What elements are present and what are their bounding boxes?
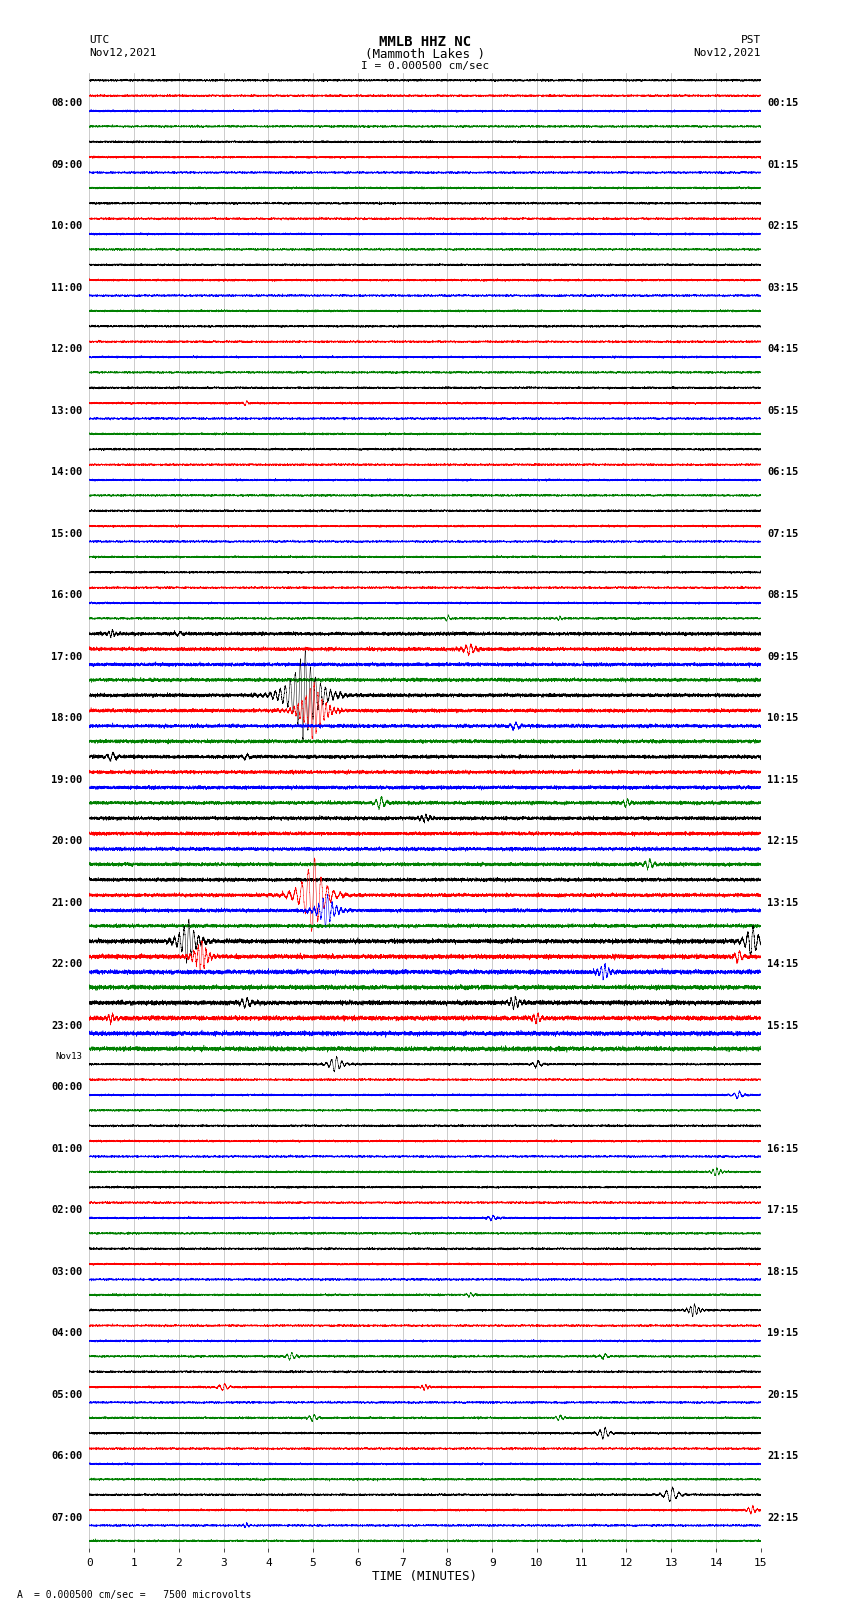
Text: 15:15: 15:15 bbox=[768, 1021, 799, 1031]
Text: 05:15: 05:15 bbox=[768, 406, 799, 416]
Text: 10:00: 10:00 bbox=[51, 221, 82, 231]
Text: 01:00: 01:00 bbox=[51, 1144, 82, 1153]
Text: 19:00: 19:00 bbox=[51, 774, 82, 786]
Text: 14:15: 14:15 bbox=[768, 960, 799, 969]
Text: 00:15: 00:15 bbox=[768, 98, 799, 108]
Text: 20:15: 20:15 bbox=[768, 1390, 799, 1400]
Text: 07:00: 07:00 bbox=[51, 1513, 82, 1523]
Text: 10:15: 10:15 bbox=[768, 713, 799, 723]
Text: Nov12,2021: Nov12,2021 bbox=[694, 48, 761, 58]
Text: 22:00: 22:00 bbox=[51, 960, 82, 969]
Text: Nov13: Nov13 bbox=[55, 1052, 82, 1061]
Text: 14:00: 14:00 bbox=[51, 468, 82, 477]
Text: = 0.000500 cm/sec =   7500 microvolts: = 0.000500 cm/sec = 7500 microvolts bbox=[34, 1590, 252, 1600]
Text: 13:15: 13:15 bbox=[768, 898, 799, 908]
Text: 09:00: 09:00 bbox=[51, 160, 82, 169]
Text: 05:00: 05:00 bbox=[51, 1390, 82, 1400]
Text: 16:15: 16:15 bbox=[768, 1144, 799, 1153]
Text: 02:15: 02:15 bbox=[768, 221, 799, 231]
Text: 21:15: 21:15 bbox=[768, 1452, 799, 1461]
Text: 06:00: 06:00 bbox=[51, 1452, 82, 1461]
Text: I = 0.000500 cm/sec: I = 0.000500 cm/sec bbox=[361, 61, 489, 71]
Text: 02:00: 02:00 bbox=[51, 1205, 82, 1215]
Text: 04:00: 04:00 bbox=[51, 1327, 82, 1339]
Text: 17:15: 17:15 bbox=[768, 1205, 799, 1215]
Text: 13:00: 13:00 bbox=[51, 406, 82, 416]
Text: 18:00: 18:00 bbox=[51, 713, 82, 723]
Text: 04:15: 04:15 bbox=[768, 344, 799, 355]
Text: 08:15: 08:15 bbox=[768, 590, 799, 600]
Text: 15:00: 15:00 bbox=[51, 529, 82, 539]
Text: 09:15: 09:15 bbox=[768, 652, 799, 661]
Text: Nov12,2021: Nov12,2021 bbox=[89, 48, 156, 58]
Text: 18:15: 18:15 bbox=[768, 1266, 799, 1277]
Text: 20:00: 20:00 bbox=[51, 836, 82, 847]
Text: 23:00: 23:00 bbox=[51, 1021, 82, 1031]
Text: 19:15: 19:15 bbox=[768, 1327, 799, 1339]
Text: 03:00: 03:00 bbox=[51, 1266, 82, 1277]
Text: 17:00: 17:00 bbox=[51, 652, 82, 661]
Text: 12:00: 12:00 bbox=[51, 344, 82, 355]
Text: 22:15: 22:15 bbox=[768, 1513, 799, 1523]
Text: 01:15: 01:15 bbox=[768, 160, 799, 169]
Text: 11:15: 11:15 bbox=[768, 774, 799, 786]
Text: 07:15: 07:15 bbox=[768, 529, 799, 539]
Text: 11:00: 11:00 bbox=[51, 282, 82, 294]
Text: 00:00: 00:00 bbox=[51, 1082, 82, 1092]
Text: (Mammoth Lakes ): (Mammoth Lakes ) bbox=[365, 48, 485, 61]
Text: 08:00: 08:00 bbox=[51, 98, 82, 108]
Text: UTC: UTC bbox=[89, 35, 110, 45]
Text: 21:00: 21:00 bbox=[51, 898, 82, 908]
X-axis label: TIME (MINUTES): TIME (MINUTES) bbox=[372, 1571, 478, 1584]
Text: MMLB HHZ NC: MMLB HHZ NC bbox=[379, 35, 471, 50]
Text: 03:15: 03:15 bbox=[768, 282, 799, 294]
Text: PST: PST bbox=[740, 35, 761, 45]
Text: 12:15: 12:15 bbox=[768, 836, 799, 847]
Text: 06:15: 06:15 bbox=[768, 468, 799, 477]
Text: A: A bbox=[17, 1590, 23, 1600]
Text: 16:00: 16:00 bbox=[51, 590, 82, 600]
